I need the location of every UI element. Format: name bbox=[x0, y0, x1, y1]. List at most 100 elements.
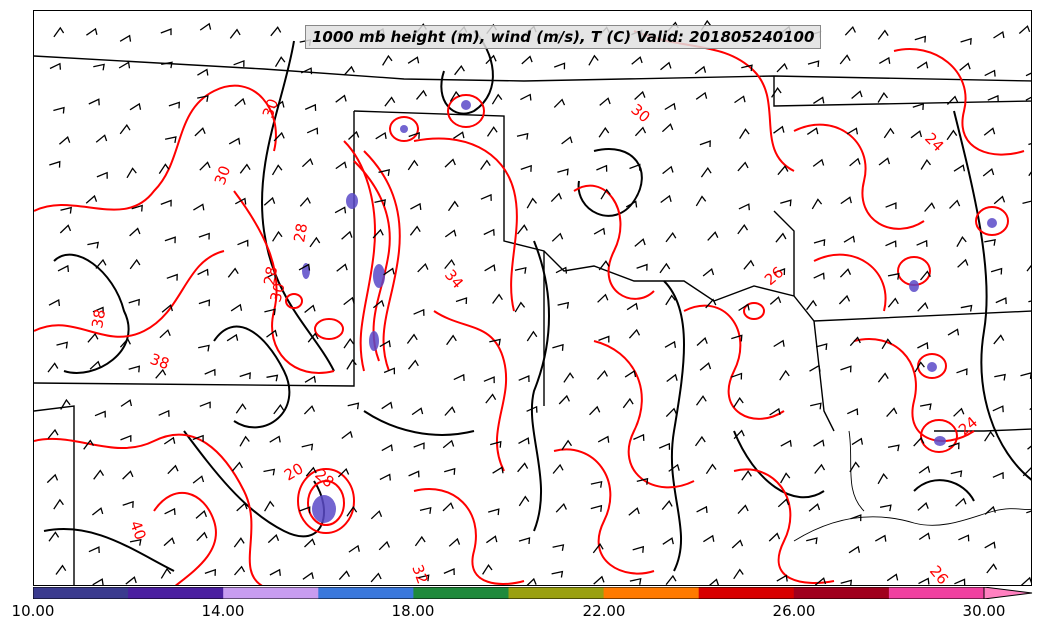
wind-barb bbox=[518, 375, 530, 383]
wind-barb bbox=[407, 159, 419, 171]
wind-barb bbox=[737, 161, 749, 172]
wind-barb bbox=[846, 127, 859, 135]
wind-barb bbox=[126, 167, 137, 179]
wind-barb bbox=[483, 376, 495, 384]
wind-barb bbox=[236, 502, 248, 512]
wind-barb bbox=[664, 102, 676, 111]
wind-barb bbox=[239, 372, 251, 380]
contour-label: 28 bbox=[290, 222, 311, 244]
wind-barb bbox=[1022, 200, 1031, 205]
wind-barb bbox=[561, 439, 573, 451]
wind-barb bbox=[739, 128, 750, 139]
wind-barb bbox=[444, 158, 456, 168]
wind-barb bbox=[309, 236, 321, 248]
wind-barb bbox=[780, 199, 792, 207]
wind-barb bbox=[194, 127, 206, 137]
wind-barb bbox=[887, 297, 899, 308]
wind-barb bbox=[370, 572, 382, 583]
wind-barb bbox=[128, 298, 140, 306]
wind-barb bbox=[589, 405, 601, 416]
wind-barb bbox=[128, 365, 141, 373]
wind-barb bbox=[813, 272, 825, 280]
wind-barb bbox=[879, 504, 892, 512]
wind-barb bbox=[230, 303, 243, 312]
wind-barb bbox=[814, 463, 826, 474]
wind-barb bbox=[234, 565, 246, 576]
wind-barb bbox=[702, 267, 715, 277]
wind-barb bbox=[383, 367, 396, 375]
wind-barb bbox=[840, 365, 852, 373]
wind-barb bbox=[298, 263, 311, 271]
wind-barb bbox=[119, 337, 131, 348]
wind-barb bbox=[192, 434, 204, 442]
wind-barb bbox=[590, 480, 603, 488]
wind-barb bbox=[813, 239, 826, 246]
wind-barb bbox=[665, 231, 677, 243]
wind-barb bbox=[239, 163, 251, 174]
wind-barb bbox=[993, 195, 1006, 205]
wind-barb bbox=[886, 573, 899, 582]
wind-barb bbox=[92, 578, 104, 585]
wind-barb bbox=[960, 37, 972, 45]
wind-barb bbox=[814, 577, 827, 585]
wind-barb bbox=[561, 136, 573, 145]
colorbar-tick-label: 14.00 bbox=[201, 602, 245, 620]
wind-barb bbox=[199, 161, 211, 171]
wind-barb bbox=[492, 293, 503, 304]
wind-barb bbox=[733, 429, 745, 440]
low-height-patches bbox=[302, 100, 997, 523]
wind-barb bbox=[95, 134, 108, 143]
wind-barb bbox=[878, 56, 891, 64]
wind-barb bbox=[847, 408, 859, 416]
wind-barb bbox=[1029, 407, 1031, 411]
wind-barb bbox=[946, 95, 959, 105]
wind-barb bbox=[406, 333, 418, 344]
wind-barb bbox=[453, 373, 465, 381]
colorbar-tick-label: 22.00 bbox=[582, 602, 626, 620]
wind-barb bbox=[780, 472, 791, 484]
contour-label: 30 bbox=[211, 163, 234, 187]
wind-barb bbox=[807, 60, 820, 68]
wind-barb bbox=[629, 577, 642, 585]
colorbar-segment bbox=[33, 587, 129, 599]
wind-barb bbox=[769, 407, 781, 416]
wind-barb bbox=[918, 465, 931, 474]
wind-barb bbox=[161, 304, 174, 313]
wind-barb bbox=[526, 330, 538, 342]
wind-barb bbox=[161, 61, 173, 69]
contour-label: 26 bbox=[761, 263, 787, 289]
wind-barb bbox=[480, 159, 491, 170]
wind-barb bbox=[596, 164, 608, 172]
wind-barb bbox=[666, 373, 678, 383]
wind-barb bbox=[526, 577, 537, 585]
wind-barb bbox=[86, 27, 98, 36]
wind-barb bbox=[486, 535, 498, 544]
wind-barb bbox=[299, 506, 311, 514]
wind-barb bbox=[407, 359, 419, 370]
wind-barb bbox=[731, 539, 744, 549]
wind-barb bbox=[947, 328, 960, 336]
wind-barb bbox=[166, 273, 178, 281]
wind-barb bbox=[271, 164, 283, 176]
wind-barb bbox=[491, 93, 503, 105]
wind-barb bbox=[878, 157, 891, 166]
wind-barb bbox=[809, 364, 821, 372]
wind-barb bbox=[877, 473, 888, 485]
wind-barb bbox=[226, 333, 239, 342]
wind-barb bbox=[301, 157, 314, 168]
wind-barb bbox=[407, 56, 420, 64]
wind-barb bbox=[592, 543, 604, 554]
wind-barb bbox=[444, 406, 456, 416]
wind-barb bbox=[335, 94, 347, 103]
wind-barb bbox=[266, 374, 279, 382]
colorbar-tick-label: 18.00 bbox=[391, 602, 435, 620]
contour-label: 38 bbox=[148, 350, 172, 373]
wind-barb bbox=[598, 260, 610, 271]
contour-label: 32 bbox=[408, 562, 431, 586]
wind-barb bbox=[768, 532, 781, 542]
colorbar-segment bbox=[888, 587, 985, 599]
wind-barb bbox=[304, 103, 317, 111]
wind-barb bbox=[483, 228, 495, 236]
wind-barb bbox=[348, 130, 360, 140]
wind-barb bbox=[553, 98, 566, 108]
